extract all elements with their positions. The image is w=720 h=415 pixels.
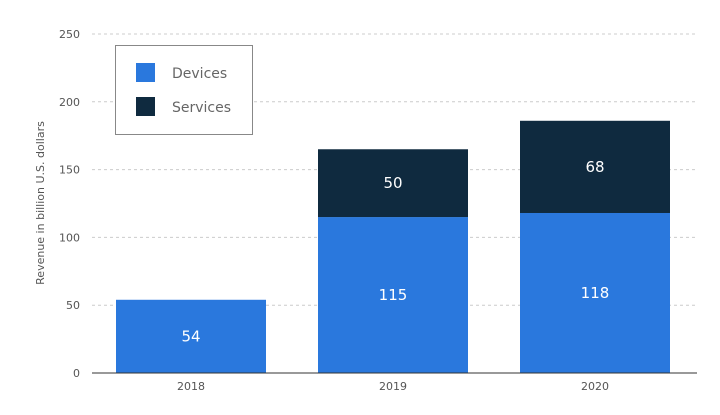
y-tick-label: 100 [59,231,80,244]
y-tick-label: 0 [73,367,80,380]
data-label: 54 [181,327,200,345]
y-tick-label: 200 [59,96,80,109]
legend-label-services: Services [172,100,231,116]
data-label: 118 [581,284,610,302]
data-label: 50 [383,174,402,192]
legend: Devices Services [115,45,253,135]
y-tick-label: 150 [59,164,80,177]
y-tick-label: 250 [59,28,80,41]
bar-devices-2018 [116,299,266,373]
x-tick-label: 2019 [379,380,407,393]
x-tick-label: 2020 [581,380,609,393]
y-axis-label: Revenue in billion U.S. dollars [34,121,47,285]
legend-box [115,45,253,135]
y-tick-label: 50 [66,299,80,312]
x-axis-ticks: 2018 2019 2020 [177,380,609,393]
legend-swatch-devices [136,63,155,82]
data-label: 68 [585,158,604,176]
y-axis-ticks: 0 50 100 150 200 250 [59,28,80,380]
bar-services-2019 [318,149,468,218]
bar-services-2020 [520,120,670,213]
bar-devices-2019 [318,217,468,373]
bar-devices-2020 [520,212,670,373]
x-tick-label: 2018 [177,380,205,393]
legend-swatch-services [136,97,155,116]
legend-label-devices: Devices [172,66,227,82]
bars: 54 115 50 118 68 [116,120,670,373]
data-label: 115 [379,286,408,304]
